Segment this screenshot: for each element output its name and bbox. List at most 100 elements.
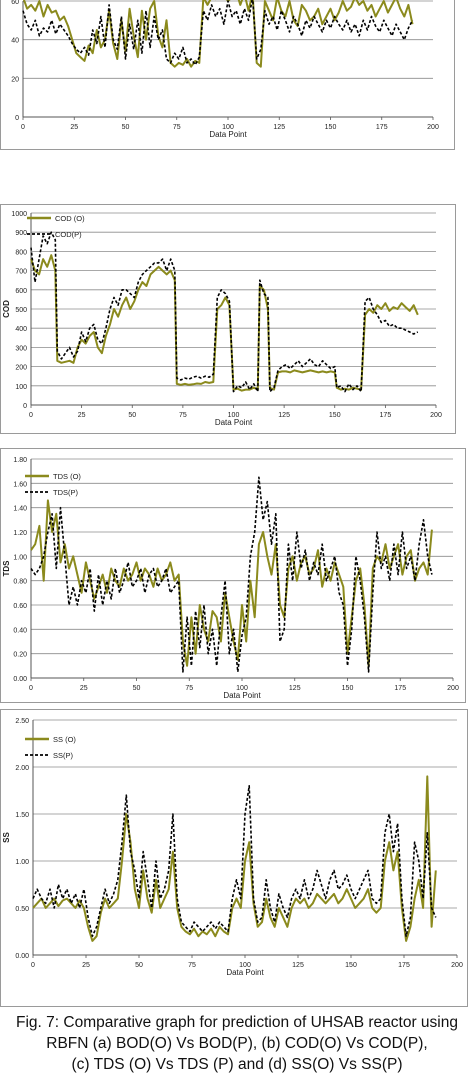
cod-y-tick-label: 800 — [15, 249, 27, 256]
cod-y-tick-label: 200 — [15, 365, 27, 372]
ss-y-tick-label: 0.00 — [15, 953, 29, 960]
bod-x-tick-label: 175 — [376, 124, 388, 131]
ss-x-axis-label: Data Point — [226, 968, 264, 977]
ss-legend-predicted-label: SS(P) — [53, 751, 74, 760]
ss-y-tick-label: 1.50 — [15, 812, 29, 819]
cod-legend-observed-label: COD (O) — [55, 214, 85, 223]
cod-y-tick-label: 400 — [15, 326, 27, 333]
tds-chart-panel: 0.00 0.20 0.40 0.60 0.80 1.00 1.20 1.40 1.60 1.80… — [0, 448, 466, 703]
ss-x-tick-label: 50 — [135, 962, 143, 969]
bod-x-tick-label: 0 — [21, 124, 25, 131]
tds-x-tick-label: 75 — [185, 685, 193, 692]
tds-y-tick-label: 1.80 — [13, 457, 27, 464]
tds-legend-predicted-label: TDS(P) — [53, 488, 79, 497]
ss-x-tick-label: 125 — [292, 962, 304, 969]
tds-y-tick-label: 0.40 — [13, 627, 27, 634]
tds-x-tick-label: 150 — [342, 685, 354, 692]
cod-y-tick-label: 500 — [15, 307, 27, 314]
cod-y-tick-label: 900 — [15, 230, 27, 237]
bod-x-tick-label: 100 — [222, 124, 234, 131]
bod-chart-panel: 0 20 40 60 0 25 50 75 100 125 150 175 200 Data Point — [0, 0, 455, 150]
bod-x-tick-label: 150 — [325, 124, 337, 131]
ss-x-tick-label: 100 — [239, 962, 251, 969]
ss-y-tick-label: 2.50 — [15, 718, 29, 725]
bod-y-tick-label: 60 — [11, 0, 19, 6]
bod-observed-series-line — [22, 0, 414, 68]
ss-y-tick-label: 0.50 — [15, 906, 29, 913]
cod-y-tick-label: 300 — [15, 345, 27, 352]
cod-x-tick-label: 100 — [228, 412, 240, 419]
tds-predicted-series-line — [30, 476, 433, 673]
caption-line-2: RBFN (a) BOD(O) Vs BOD(P), (b) COD(O) Vs… — [46, 1035, 428, 1052]
caption-line-3: (c) TDS (O) Vs TDS (P) and (d) SS(O) Vs … — [71, 1056, 403, 1073]
bod-x-axis-label: Data Point — [209, 130, 247, 139]
ss-x-tick-label: 150 — [345, 962, 357, 969]
tds-y-tick-label: 1.60 — [13, 481, 27, 488]
bod-y-tick-label: 40 — [11, 38, 19, 45]
ss-predicted-series-line — [32, 785, 437, 937]
bod-x-tick-label: 25 — [70, 124, 78, 131]
cod-x-tick-label: 125 — [278, 412, 290, 419]
cod-legend-predicted-label: COD(P) — [55, 230, 82, 239]
ss-x-tick-label: 200 — [451, 962, 463, 969]
tds-x-tick-label: 100 — [236, 685, 248, 692]
ss-x-tick-label: 0 — [31, 962, 35, 969]
bod-y-tick-label: 0 — [15, 115, 19, 122]
tds-chart: 0.00 0.20 0.40 0.60 0.80 1.00 1.20 1.40 1.60 1.80… — [2, 457, 459, 700]
tds-y-tick-label: 0.80 — [13, 579, 27, 586]
cod-x-tick-label: 150 — [329, 412, 341, 419]
tds-x-axis-label: Data Point — [223, 691, 261, 700]
tds-x-tick-label: 125 — [289, 685, 301, 692]
cod-chart: 0 100 200 300 400 500 600 700 800 900 1000 0 25 50 75 1… — [2, 211, 442, 427]
cod-y-axis-label: COD — [2, 300, 11, 318]
tds-x-tick-label: 200 — [447, 685, 459, 692]
cod-x-tick-label: 50 — [128, 412, 136, 419]
ss-x-tick-label: 175 — [398, 962, 410, 969]
ss-y-axis-label: SS — [2, 832, 11, 843]
tds-y-tick-label: 1.40 — [13, 506, 27, 513]
tds-y-tick-label: 1.00 — [13, 554, 27, 561]
tds-y-tick-label: 0.20 — [13, 652, 27, 659]
bod-predicted-series-line — [22, 0, 414, 66]
tds-legend-observed-label: TDS (O) — [53, 472, 81, 481]
cod-x-tick-label: 175 — [380, 412, 392, 419]
ss-chart: 0.00 0.50 1.00 1.50 2.00 2.50 0 25 50 75 100 125 150… — [2, 718, 463, 977]
cod-x-tick-label: 0 — [29, 412, 33, 419]
cod-y-tick-label: 1000 — [11, 211, 27, 218]
cod-x-tick-label: 25 — [78, 412, 86, 419]
ss-observed-series-line — [32, 775, 437, 942]
tds-y-tick-label: 1.20 — [13, 530, 27, 537]
cod-x-axis-label: Data Point — [215, 418, 253, 427]
ss-legend-observed-label: SS (O) — [53, 735, 76, 744]
bod-x-tick-label: 200 — [427, 124, 439, 131]
tds-x-tick-label: 25 — [80, 685, 88, 692]
tds-x-tick-label: 0 — [29, 685, 33, 692]
bod-y-tick-label: 20 — [11, 76, 19, 83]
bod-x-tick-label: 75 — [173, 124, 181, 131]
cod-x-tick-label: 75 — [179, 412, 187, 419]
caption-line-1: Fig. 7: Comparative graph for prediction… — [16, 1014, 458, 1031]
cod-y-tick-label: 0 — [23, 403, 27, 410]
figure-caption: Fig. 7: Comparative graph for prediction… — [0, 1012, 474, 1075]
ss-x-tick-label: 75 — [188, 962, 196, 969]
cod-y-tick-label: 700 — [15, 269, 27, 276]
tds-y-tick-label: 0.00 — [13, 676, 27, 683]
cod-observed-series-line — [30, 254, 419, 392]
tds-x-tick-label: 50 — [133, 685, 141, 692]
bod-chart: 0 20 40 60 0 25 50 75 100 125 150 175 200 Data Point — [11, 0, 439, 139]
tds-x-tick-label: 175 — [394, 685, 406, 692]
tds-y-axis-label: TDS — [2, 560, 11, 577]
cod-predicted-series-line — [30, 231, 419, 393]
ss-y-tick-label: 1.00 — [15, 859, 29, 866]
cod-chart-panel: 0 100 200 300 400 500 600 700 800 900 1000 0 25 50 75 1… — [0, 204, 456, 434]
ss-chart-panel: 0.00 0.50 1.00 1.50 2.00 2.50 0 25 50 75 100 125 150… — [0, 709, 468, 1007]
ss-x-tick-label: 25 — [82, 962, 90, 969]
bod-x-tick-label: 50 — [122, 124, 130, 131]
ss-y-tick-label: 2.00 — [15, 765, 29, 772]
cod-y-tick-label: 600 — [15, 288, 27, 295]
bod-x-tick-label: 125 — [273, 124, 285, 131]
tds-observed-series-line — [30, 499, 433, 667]
tds-y-tick-label: 0.60 — [13, 603, 27, 610]
cod-y-tick-label: 100 — [15, 384, 27, 391]
cod-x-tick-label: 200 — [430, 412, 442, 419]
